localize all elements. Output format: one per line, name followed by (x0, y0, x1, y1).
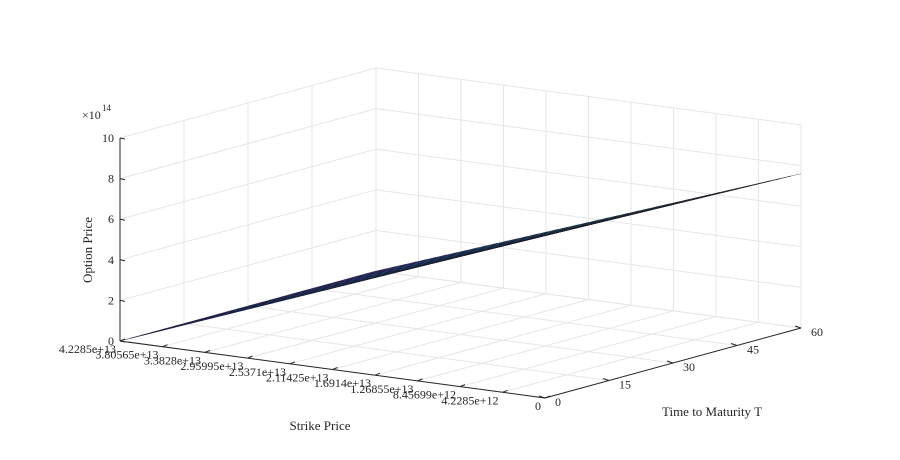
maturity-tick (602, 378, 610, 381)
svg-text:×10: ×10 (82, 108, 101, 122)
z-tick (119, 299, 126, 302)
z-tick-label: 8 (108, 172, 114, 186)
strike-tick (289, 361, 296, 365)
strike-tick-label: 3.80565e+13 (95, 348, 158, 362)
grid-line (375, 108, 802, 167)
strike-tick (204, 349, 211, 353)
grid-line (311, 288, 738, 346)
strike-tick-label: 1.26855e+13 (350, 382, 413, 396)
grid-line (119, 67, 377, 139)
grid-line (119, 189, 377, 261)
tick-labels: 02468104.2285e+133.80565e+133.3828e+132.… (59, 131, 823, 413)
grid-line (375, 270, 802, 329)
grid-line (375, 229, 802, 288)
grid-lines (119, 67, 802, 399)
grid-line (183, 323, 610, 381)
z-tick-label: 4 (108, 253, 114, 267)
maturity-tick-label: 45 (747, 343, 759, 357)
z-axis-label: Option Price (80, 217, 95, 283)
z-tick (119, 137, 126, 140)
z-tick-label: 6 (108, 212, 114, 226)
z-tick (119, 259, 126, 262)
strike-tick (162, 344, 168, 348)
grid-line (375, 67, 802, 126)
surface-plot (119, 173, 802, 342)
z-tick-label: 2 (108, 293, 114, 307)
z-tick (119, 218, 126, 221)
strike-tick-label: 2.5371e+13 (229, 365, 286, 379)
strike-axis-label: Strike Price (289, 418, 350, 433)
strike-tick (417, 378, 423, 382)
strike-tick (459, 384, 466, 388)
strike-tick-label: 0 (535, 399, 541, 413)
strike-tick-label: 2.95995e+13 (180, 359, 243, 373)
strike-tick-label: 4.2285e+13 (59, 342, 116, 356)
strike-tick (119, 338, 126, 342)
maturity-tick (730, 343, 738, 346)
maturity-tick (794, 325, 802, 329)
grid-line (119, 148, 377, 220)
strike-tick (332, 367, 338, 370)
z-exponent-label: ×10 14 (82, 103, 112, 122)
z-tick (119, 178, 126, 181)
z-tick-label: 0 (108, 334, 114, 348)
z-tick-label: 10 (102, 131, 114, 145)
maturity-tick (666, 360, 674, 364)
grid-line (119, 108, 377, 180)
maturity-axis-label: Time to Maturity T (662, 404, 762, 419)
axes (119, 137, 802, 399)
maturity-tick-label: 15 (619, 378, 631, 392)
grid-line (375, 148, 802, 207)
strike-tick-label: 1.6914e+13 (314, 376, 371, 390)
maturity-tick-label: 30 (683, 360, 695, 374)
grid-line (247, 305, 674, 364)
maturity-tick (538, 395, 546, 399)
strike-tick (502, 389, 508, 393)
strike-tick-label: 8.45699e+12 (393, 388, 456, 402)
maturity-tick-label: 0 (555, 395, 561, 409)
strike-tick-label: 2.11425e+13 (266, 371, 329, 385)
strike-tick-label: 3.3828e+13 (144, 353, 201, 367)
strike-tick (544, 395, 551, 399)
svg-text:14: 14 (102, 103, 112, 113)
strike-tick (247, 355, 253, 359)
grid-line (375, 189, 802, 248)
grid-line (119, 229, 377, 301)
strike-tick (374, 372, 381, 376)
maturity-tick-label: 60 (811, 325, 823, 339)
strike-tick-label: 4.2285e+12 (441, 393, 498, 407)
